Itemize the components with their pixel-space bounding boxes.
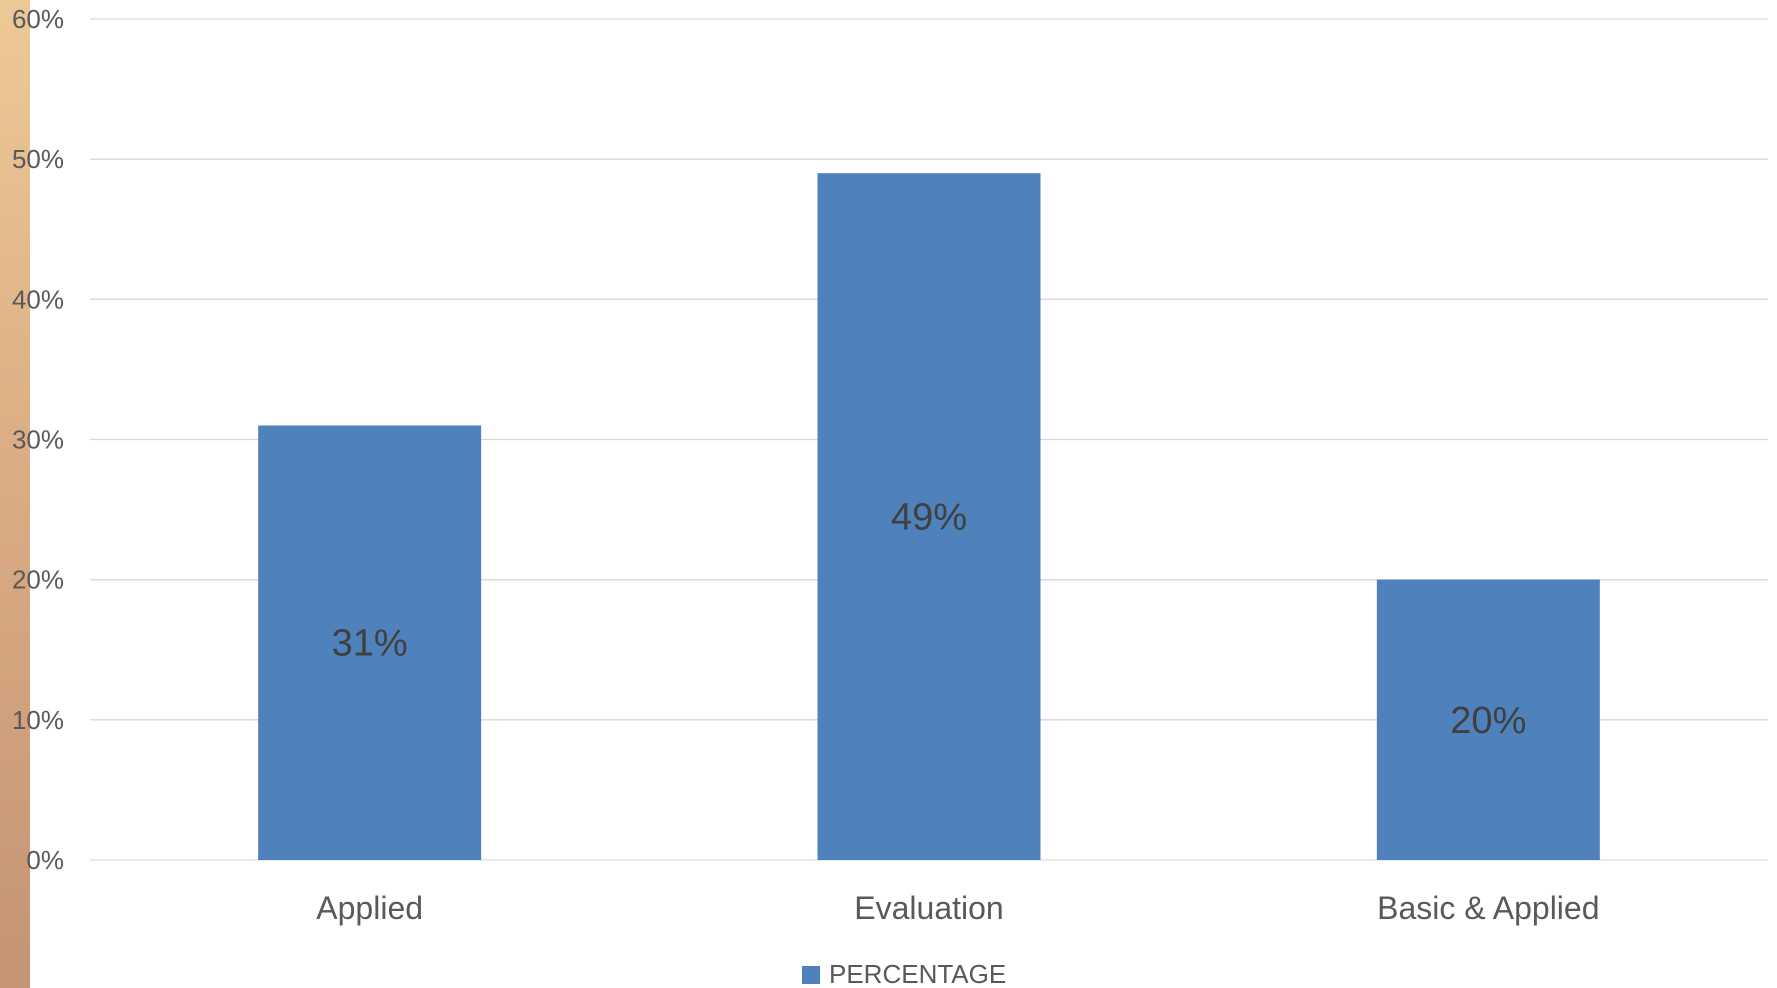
y-tick-label-60: 60% [12, 4, 64, 34]
x-category-label-applied: Applied [316, 890, 423, 926]
y-tick-label-10: 10% [12, 705, 64, 735]
x-category-label-evaluation: Evaluation [854, 890, 1003, 926]
bars [258, 173, 1600, 860]
legend: PERCENTAGE [802, 959, 1006, 988]
bar-applied [258, 425, 482, 860]
data-label-evaluation: 49% [891, 497, 967, 539]
data-labels: 31% 49% 20% [332, 497, 1527, 742]
y-axis-tick-labels: 0% 10% 20% 30% 40% 50% 60% [12, 4, 64, 875]
y-tick-label-30: 30% [12, 425, 64, 455]
x-axis-category-labels: Applied Evaluation Basic & Applied [316, 890, 1599, 926]
bar-basic-applied [1376, 579, 1600, 860]
decorative-side-strip [0, 0, 30, 988]
x-category-label-basic-applied: Basic & Applied [1377, 890, 1599, 926]
legend-label-percentage: PERCENTAGE [829, 959, 1006, 988]
legend-swatch-percentage [802, 966, 820, 984]
y-tick-label-50: 50% [12, 144, 64, 174]
y-tick-label-40: 40% [12, 284, 64, 314]
data-label-basic-applied: 20% [1450, 700, 1526, 742]
y-tick-label-20: 20% [12, 565, 64, 595]
bar-evaluation [817, 173, 1041, 860]
y-tick-label-0: 0% [26, 845, 64, 875]
data-label-applied: 31% [332, 623, 408, 665]
